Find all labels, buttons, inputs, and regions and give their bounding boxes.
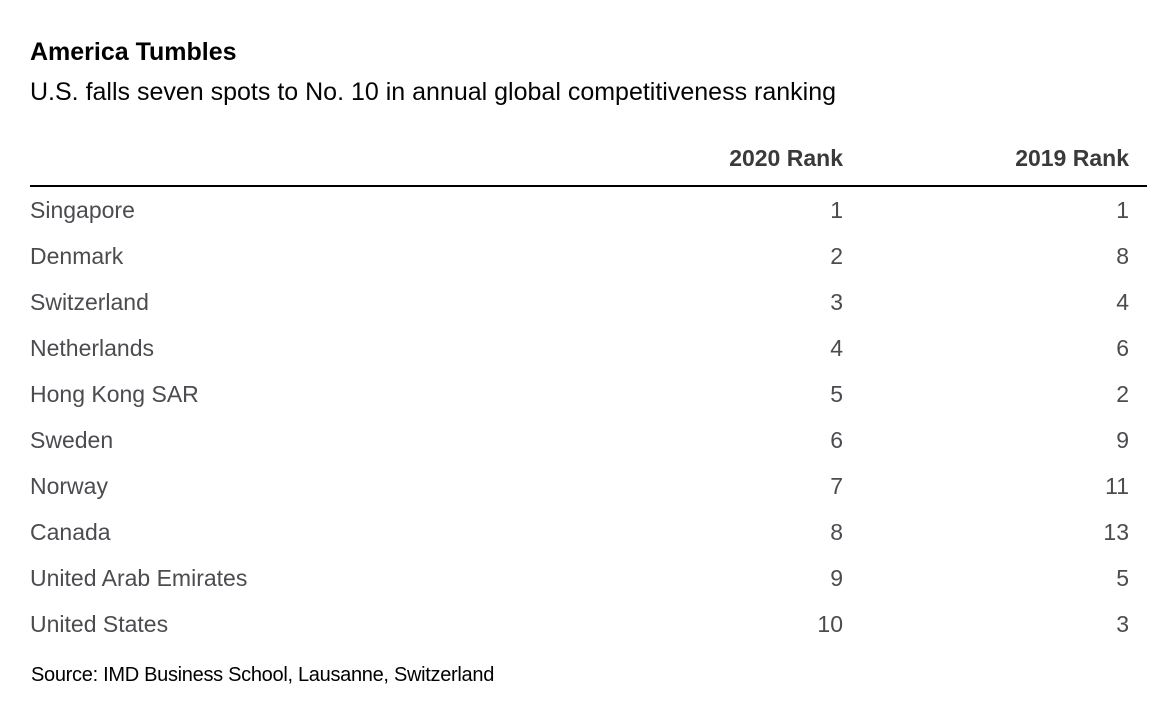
rank-2019-cell: 2: [1116, 380, 1129, 407]
country-cell: Canada: [30, 518, 111, 545]
country-cell: Netherlands: [30, 334, 155, 361]
chart-subtitle: U.S. falls seven spots to No. 10 in annu…: [30, 78, 837, 106]
rank-2019-cell: 13: [1103, 518, 1129, 545]
table-row: United States 10 3: [30, 601, 1147, 647]
rank-2020-cell: 3: [830, 288, 843, 315]
column-header-country: [30, 140, 550, 187]
rank-2020-cell: 7: [830, 472, 843, 499]
country-cell: Norway: [30, 472, 108, 499]
rank-2019-cell: 8: [1116, 242, 1129, 269]
table-row: Singapore 1 1: [30, 186, 1147, 233]
rank-2020-cell: 9: [830, 564, 843, 591]
rank-2019-cell: 3: [1116, 610, 1129, 637]
rank-2020-cell: 6: [830, 426, 843, 453]
country-cell: United Arab Emirates: [30, 564, 248, 591]
rank-2019-cell: 9: [1116, 426, 1129, 453]
country-cell: Switzerland: [30, 288, 149, 315]
rank-2019-cell: 5: [1116, 564, 1129, 591]
table-row: United Arab Emirates 9 5: [30, 555, 1147, 601]
country-cell: United States: [30, 610, 169, 637]
source-note: Source: IMD Business School, Lausanne, S…: [31, 664, 495, 686]
rank-2020-cell: 4: [830, 334, 843, 361]
table-header-row: 2020 Rank 2019 Rank: [30, 140, 1147, 187]
rank-2019-cell: 11: [1105, 472, 1129, 499]
table-row: Canada 8 13: [30, 509, 1147, 555]
ranking-table: 2020 Rank 2019 Rank Singapore 1 1 Denmar…: [30, 140, 1147, 647]
rank-2020-cell: 10: [817, 610, 843, 637]
rank-2020-cell: 5: [830, 380, 843, 407]
country-cell: Hong Kong SAR: [30, 380, 199, 407]
country-cell: Denmark: [30, 242, 124, 269]
column-header-2020-rank: 2020 Rank: [550, 140, 843, 187]
rank-2020-cell: 8: [830, 518, 843, 545]
table-row: Hong Kong SAR 5 2: [30, 371, 1147, 417]
country-cell: Singapore: [30, 196, 135, 223]
column-header-2019-rank: 2019 Rank: [843, 140, 1147, 187]
table-row: Denmark 2 8: [30, 233, 1147, 279]
rank-2019-cell: 6: [1116, 334, 1129, 361]
country-cell: Sweden: [30, 426, 114, 453]
rank-2019-cell: 4: [1116, 288, 1129, 315]
table-row: Sweden 6 9: [30, 417, 1147, 463]
table-row: Netherlands 4 6: [30, 325, 1147, 371]
chart-title: America Tumbles: [30, 38, 237, 66]
rank-2020-cell: 2: [830, 242, 843, 269]
rank-2019-cell: 1: [1116, 196, 1129, 223]
table-row: Norway 7 11: [30, 463, 1147, 509]
table-row: Switzerland 3 4: [30, 279, 1147, 325]
rank-2020-cell: 1: [830, 196, 843, 223]
